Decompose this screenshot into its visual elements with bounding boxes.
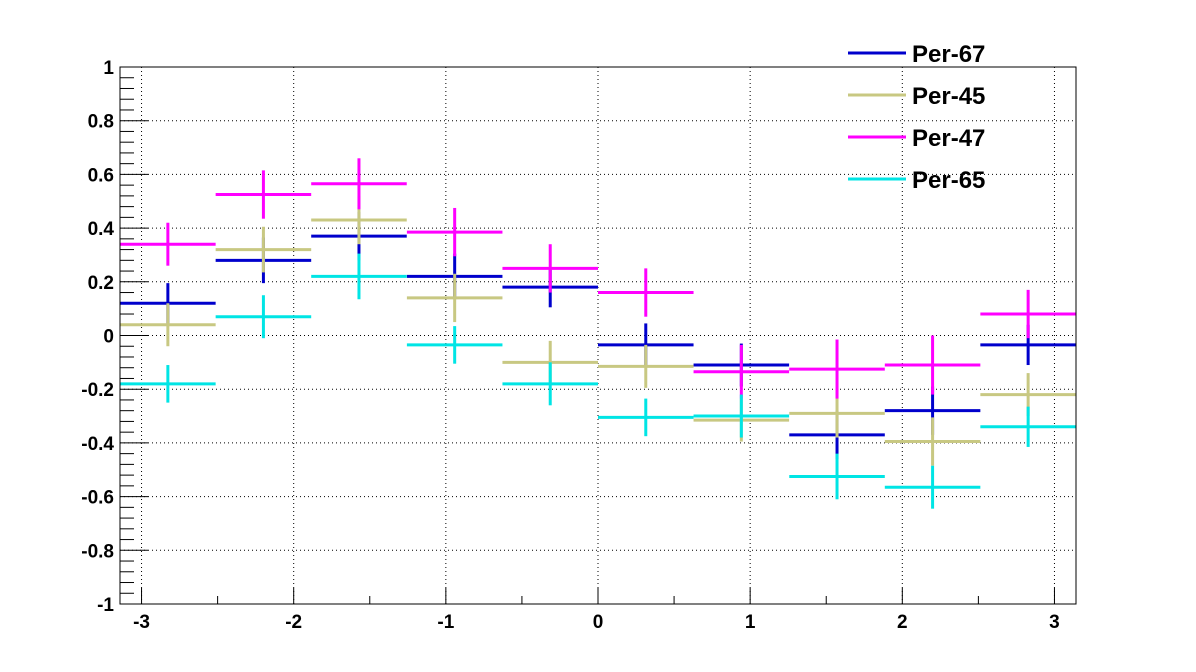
data-point: [406, 326, 503, 364]
data-point: [693, 344, 790, 399]
data-point: [598, 398, 694, 437]
x-tick-label: 0: [593, 612, 604, 633]
data-point: [884, 417, 981, 466]
x-tick-labels: -3 -2 -1 0 1 2 3: [133, 612, 1060, 633]
legend-label: Per-45: [912, 83, 985, 110]
data-point: [693, 394, 790, 438]
data-point: [311, 158, 407, 210]
data-point: [502, 244, 598, 293]
y-tick-label: 0.4: [88, 219, 115, 240]
data-point: [120, 222, 216, 266]
y-tick-label: -0.4: [81, 434, 114, 455]
data-point: [502, 362, 598, 406]
data-point: [884, 335, 981, 395]
data-point: [884, 465, 981, 509]
data-point: [789, 453, 885, 500]
y-tick-labels: -1 -0.8 -0.6 -0.4 -0.2 0 0.2 0.4 0.6 0.8 1: [81, 58, 114, 616]
y-tick-label: 0: [103, 327, 114, 348]
x-tick-label: 3: [1049, 612, 1060, 633]
series-Per-47: [120, 158, 1076, 399]
x-tick-label: -1: [437, 612, 454, 633]
data-point: [980, 406, 1076, 447]
data-point: [120, 303, 216, 347]
legend-label: Per-65: [912, 167, 985, 194]
data-point: [215, 226, 312, 273]
data-point: [789, 339, 885, 399]
x-tick-label: 2: [897, 612, 908, 633]
y-tick-label: 0.2: [88, 273, 114, 294]
y-tick-label: -0.8: [81, 541, 114, 562]
data-point: [120, 365, 216, 403]
legend-label: Per-67: [912, 41, 985, 68]
data-point: [406, 273, 503, 323]
data-point: [598, 344, 694, 388]
y-tick-label: 1: [103, 58, 114, 79]
series-marks: [120, 158, 1076, 509]
legend-label: Per-47: [912, 125, 985, 152]
data-point: [311, 253, 407, 300]
x-tick-label: 1: [745, 612, 756, 633]
series-Per-65: [120, 253, 1076, 509]
data-point: [215, 295, 312, 339]
y-tick-label: -0.6: [81, 488, 114, 509]
y-tick-label: -1: [97, 595, 114, 616]
x-tick-label: -2: [285, 612, 302, 633]
data-point: [980, 289, 1076, 339]
y-tick-label: 0.6: [88, 165, 114, 186]
y-tick-label: 0.8: [88, 112, 114, 133]
y-tick-label: -0.2: [81, 380, 114, 401]
x-tick-label: -3: [133, 612, 150, 633]
data-point: [215, 170, 312, 219]
legend: Per-67 Per-45 Per-47 Per-65: [848, 41, 985, 194]
plot-frame: [119, 66, 1077, 605]
data-point: [598, 268, 694, 317]
minor-ticks: [120, 77, 979, 604]
data-point: [406, 207, 503, 257]
